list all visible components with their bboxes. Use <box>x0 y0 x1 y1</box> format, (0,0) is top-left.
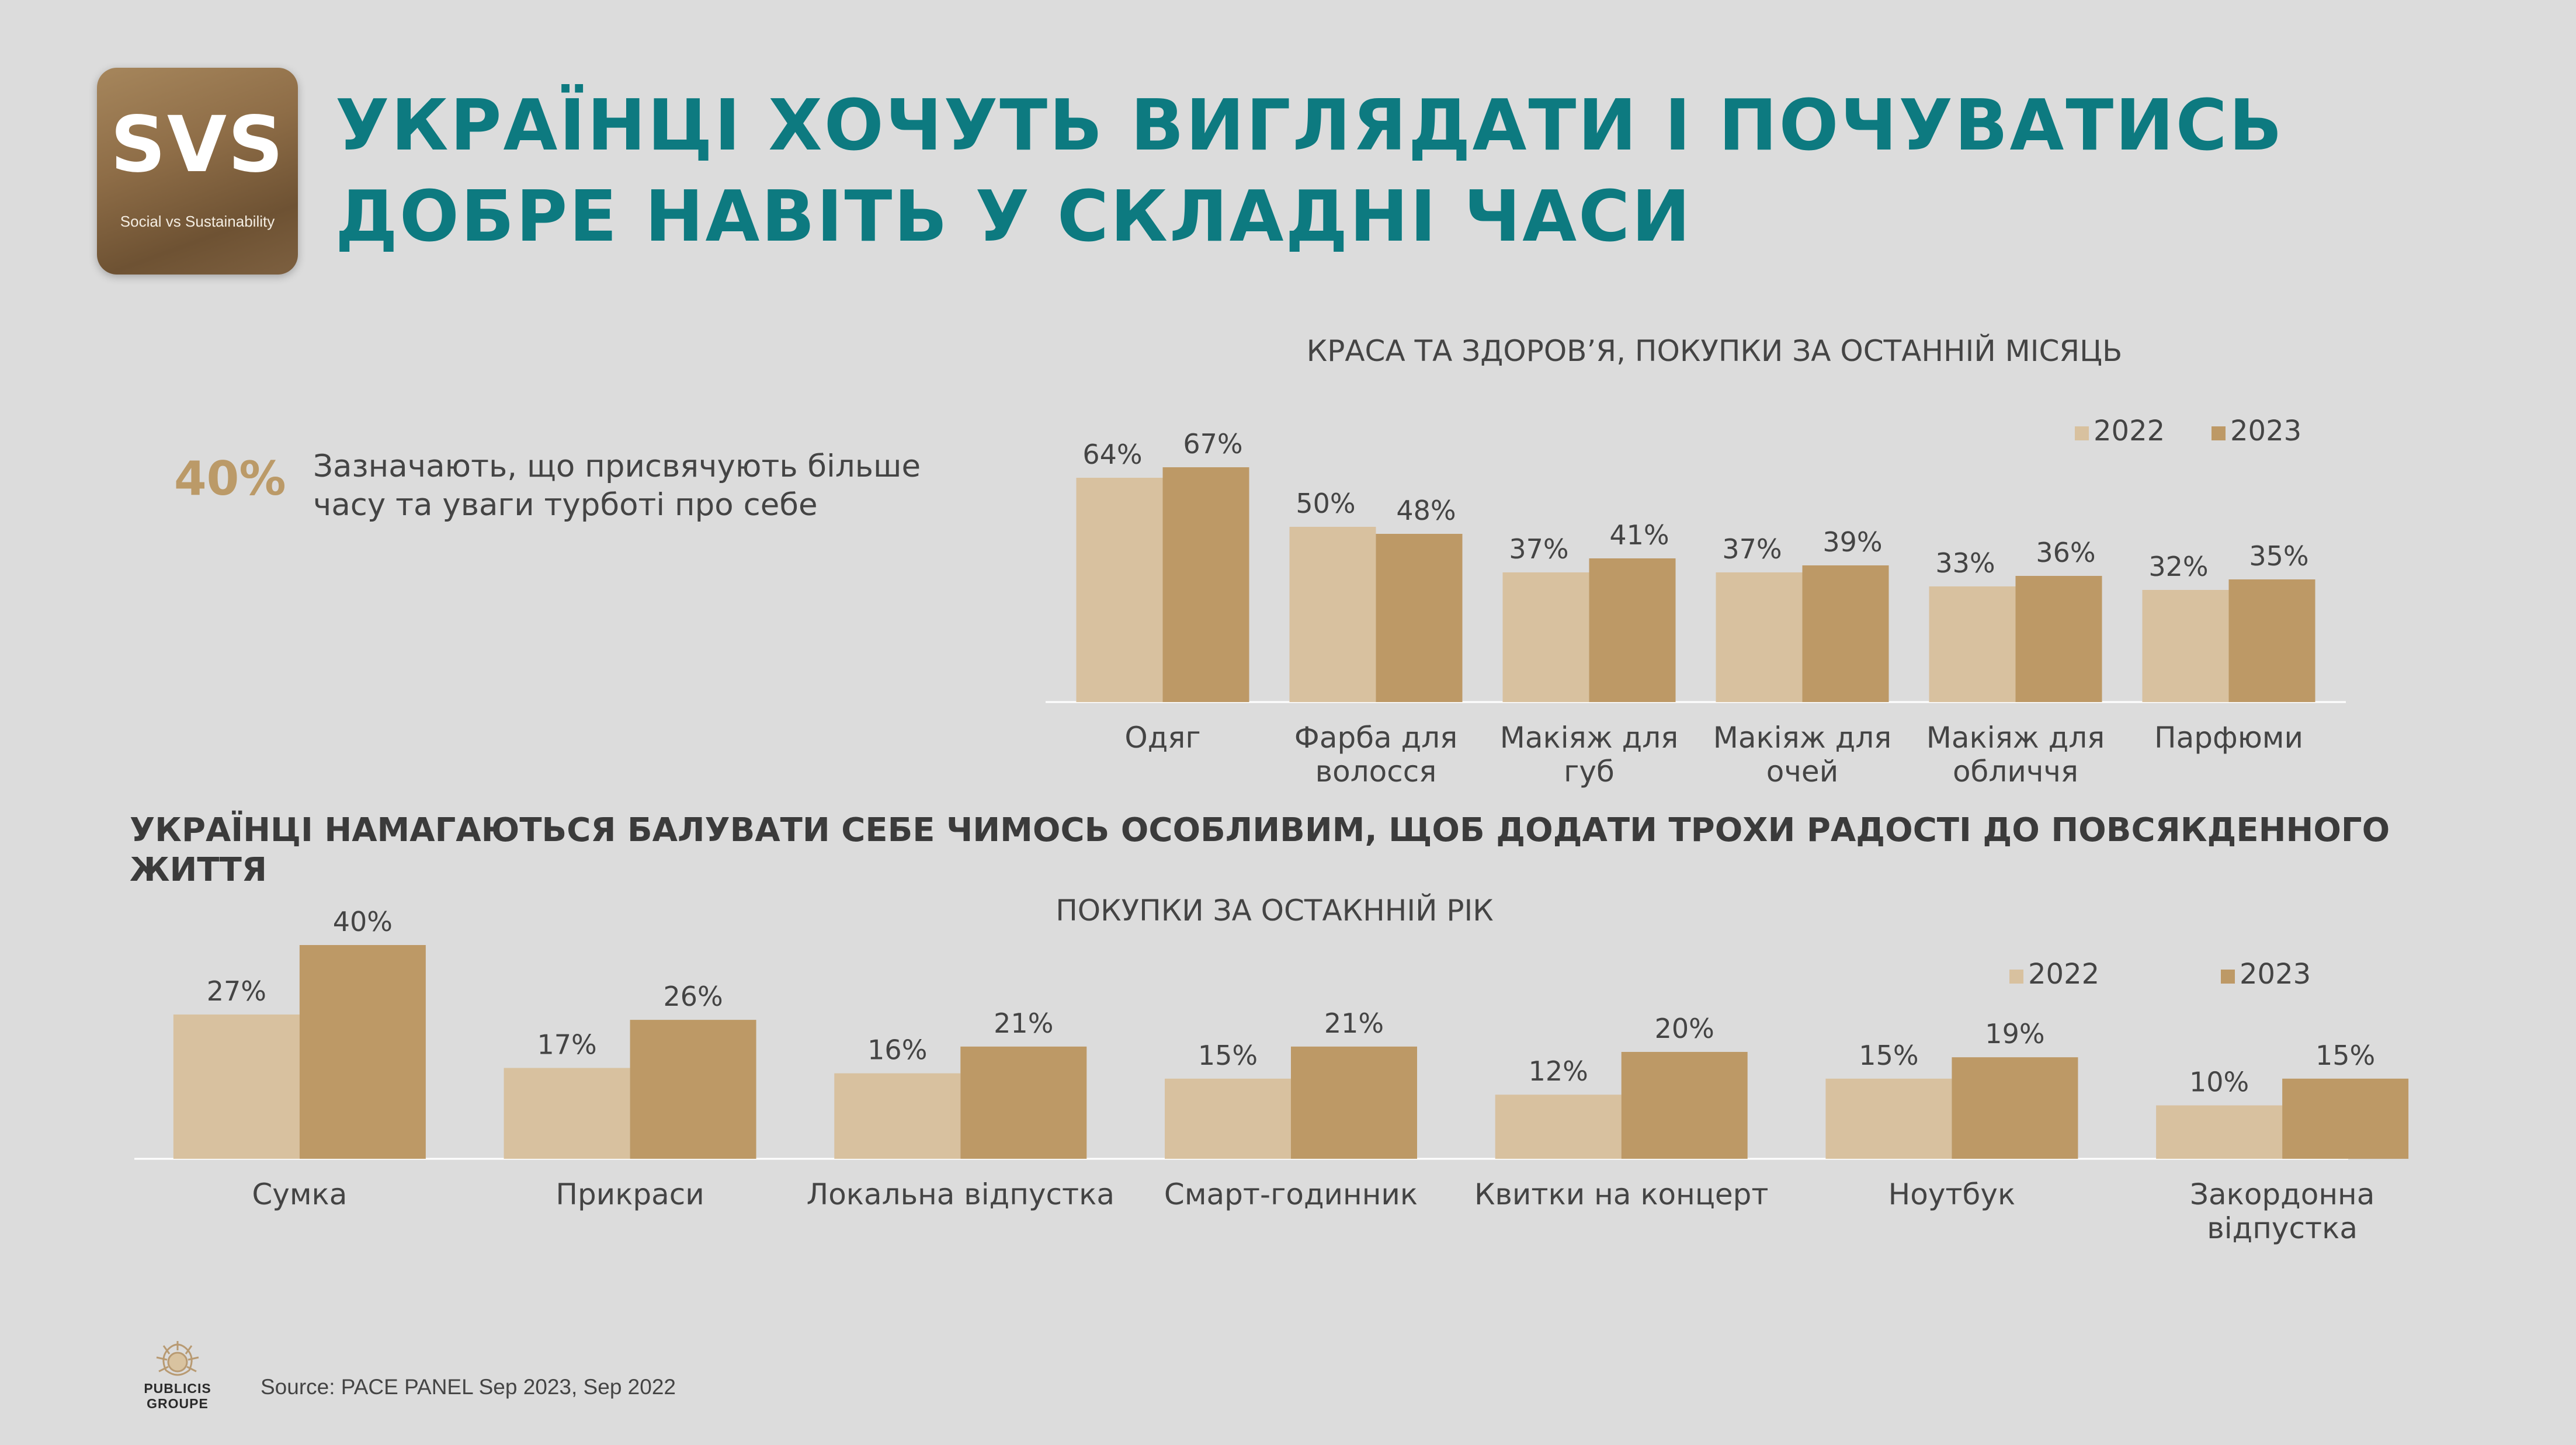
category-label-3: Смарт-годинник <box>1164 1177 1418 1211</box>
value-label-2023-5: 35% <box>2249 540 2308 572</box>
bar-2022-1 <box>1289 527 1376 702</box>
publicis-groupe-logo: PUBLICIS GROUPE <box>133 1336 222 1418</box>
legend-swatch-2023 <box>2212 426 2226 440</box>
value-label-2022-0: 27% <box>207 975 266 1007</box>
value-label-2022-4: 33% <box>1935 547 1995 579</box>
value-label-2023-2: 21% <box>994 1008 1053 1039</box>
bar-2023-6 <box>2282 1078 2409 1159</box>
legend-label-2022: 2022 <box>2094 415 2165 447</box>
bar-2023-4 <box>2015 576 2102 702</box>
value-label-2023-1: 26% <box>663 981 723 1012</box>
bar-2023-2 <box>960 1046 1087 1159</box>
value-label-2023-4: 36% <box>2036 537 2095 568</box>
category-label-0: Одяг <box>1124 721 1200 755</box>
page-title-line-2: ДОБРЕ НАВІТЬ У СКЛАДНІ ЧАСИ <box>335 176 1692 258</box>
value-label-2023-0: 40% <box>333 906 393 937</box>
category-label-2: Макіяж для губ <box>1500 721 1679 789</box>
bar-2023-3 <box>1802 565 1889 702</box>
bar-2023-5 <box>2228 579 2315 702</box>
category-label-6: Закордонна відпустка <box>2190 1177 2374 1245</box>
value-label-2023-2: 41% <box>1609 519 1669 551</box>
category-label-2: Локальна відпустка <box>807 1177 1115 1211</box>
value-label-2022-0: 64% <box>1082 439 1142 470</box>
bar-2023-5 <box>1952 1057 2078 1159</box>
category-label-5: Ноутбук <box>1888 1177 2016 1211</box>
bar-2023-4 <box>1621 1052 1748 1159</box>
value-label-2023-3: 39% <box>1822 526 1882 558</box>
bar-2023-0 <box>299 945 426 1159</box>
category-label-3: Макіяж для очей <box>1713 721 1892 789</box>
bar-2022-5 <box>2142 590 2229 702</box>
value-label-2022-5: 15% <box>1859 1040 1918 1071</box>
bar-2022-6 <box>2156 1105 2283 1159</box>
legend-swatch-2022 <box>2075 426 2089 440</box>
value-label-2022-6: 10% <box>2189 1067 2249 1098</box>
value-label-2022-1: 17% <box>537 1029 596 1060</box>
value-label-2022-5: 32% <box>2148 551 2208 582</box>
category-label-4: Макіяж для обличчя <box>1926 721 2105 789</box>
bar-2023-2 <box>1589 558 1676 702</box>
value-label-2023-4: 20% <box>1655 1013 1714 1044</box>
legend-label-2022: 2022 <box>2028 958 2099 991</box>
legend-label-2023: 2023 <box>2240 958 2311 991</box>
bar-2022-2 <box>834 1073 961 1159</box>
value-label-2022-4: 12% <box>1529 1055 1588 1087</box>
value-label-2022-3: 15% <box>1198 1040 1258 1071</box>
bar-2022-4 <box>1929 586 2016 702</box>
value-label-2023-0: 67% <box>1183 428 1242 460</box>
category-label-1: Фарба для волосся <box>1294 721 1457 789</box>
bar-2022-3 <box>1165 1078 1291 1159</box>
category-label-1: Прикраси <box>556 1177 704 1211</box>
legend-swatch-2022 <box>2009 970 2023 984</box>
bar-2022-5 <box>1825 1078 1952 1159</box>
legend-label-2023: 2023 <box>2230 415 2301 447</box>
publicis-line-1: PUBLICIS <box>144 1381 211 1396</box>
value-label-2023-5: 19% <box>1985 1018 2044 1050</box>
logo-mark: SVS <box>110 100 285 190</box>
value-label-2022-3: 37% <box>1722 533 1782 565</box>
category-label-4: Квитки на концерт <box>1474 1177 1769 1211</box>
stat-value: 40% <box>174 451 286 506</box>
bar-2022-1 <box>504 1068 630 1159</box>
lion-head-icon <box>156 1341 199 1376</box>
value-label-2023-3: 21% <box>1324 1008 1384 1039</box>
bar-2022-2 <box>1502 572 1589 702</box>
bar-2022-4 <box>1495 1095 1622 1159</box>
value-label-2023-1: 48% <box>1396 495 1456 526</box>
bar-2023-3 <box>1291 1046 1417 1159</box>
page-title: УКРАЇНЦІ ХОЧУТЬ ВИГЛЯДАТИ І ПОЧУВАТИСЬ Д… <box>335 81 2284 263</box>
bar-2023-1 <box>630 1020 756 1159</box>
chart-1-title: КРАСА ТА ЗДОРОВ’Я, ПОКУПКИ ЗА ОСТАННІЙ М… <box>1306 334 2123 368</box>
bar-2023-0 <box>1162 467 1249 702</box>
source-note: Source: PACE PANEL Sep 2023, Sep 2022 <box>261 1375 676 1399</box>
stat-text: Зазначають, що присвячують більше часу т… <box>313 449 921 523</box>
section-heading: УКРАЇНЦІ НАМАГАЮТЬСЯ БАЛУВАТИ СЕБЕ ЧИМОС… <box>130 811 2390 889</box>
bar-2022-0 <box>173 1014 300 1159</box>
svs-logo: SVS Social vs Sustainability <box>97 68 298 275</box>
category-label-0: Сумка <box>252 1177 347 1211</box>
value-label-2023-6: 15% <box>2315 1040 2375 1071</box>
page-title-line-1: УКРАЇНЦІ ХОЧУТЬ ВИГЛЯДАТИ І ПОЧУВАТИСЬ <box>335 85 2285 166</box>
bar-2022-0 <box>1076 478 1163 702</box>
legend-swatch-2023 <box>2221 970 2235 984</box>
value-label-2022-2: 16% <box>867 1034 927 1066</box>
bar-2023-1 <box>1376 534 1463 702</box>
category-label-5: Парфюми <box>2154 721 2303 755</box>
value-label-2022-1: 50% <box>1296 488 1355 519</box>
publicis-line-2: GROUPE <box>147 1396 209 1411</box>
bar-2022-3 <box>1716 572 1803 702</box>
chart-2-title: ПОКУПКИ ЗА ОСТАКННІЙ РІК <box>1056 894 1494 928</box>
value-label-2022-2: 37% <box>1509 533 1568 565</box>
logo-subtitle: Social vs Sustainability <box>120 213 275 230</box>
